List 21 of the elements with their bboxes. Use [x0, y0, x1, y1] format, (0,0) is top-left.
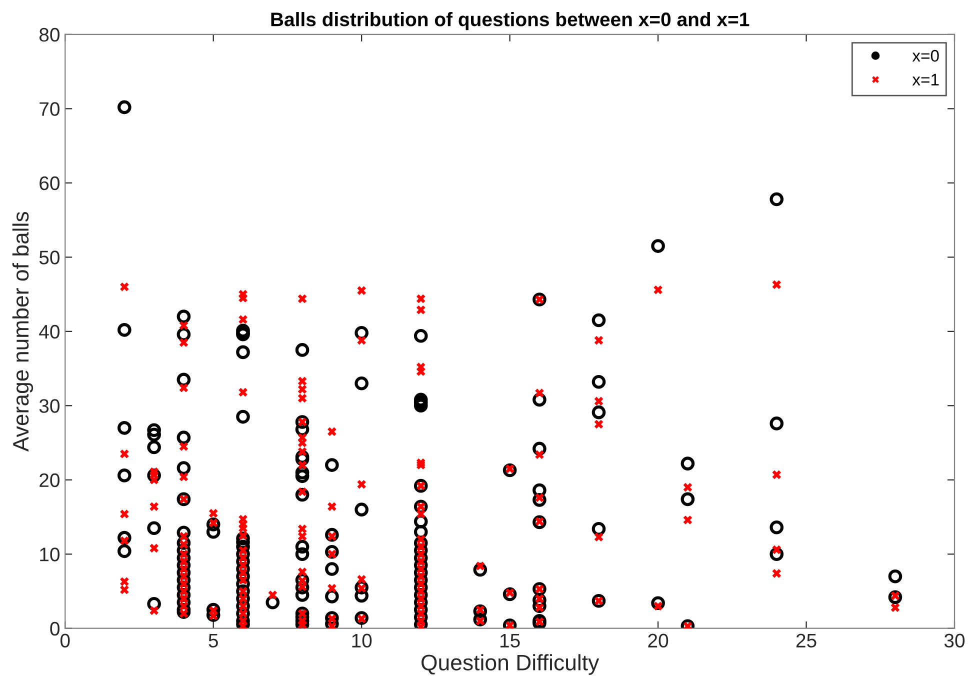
legend-label: x=1 [912, 74, 939, 86]
y-axis-title: Average number of balls [12, 212, 34, 452]
y-tick-label: 10 [40, 548, 60, 562]
x-tick-label: 25 [796, 634, 816, 648]
y-tick-label: 30 [39, 399, 60, 413]
y-tick-label: 50 [39, 250, 60, 264]
x-tick-label: 15 [500, 634, 520, 648]
x-tick-label: 0 [60, 634, 70, 648]
chart-title: Balls distribution of questions between x=0 and x=1 [271, 12, 750, 30]
y-tick-label: 70 [40, 102, 60, 116]
x-axis-title: Question Difficulty [422, 654, 600, 675]
x-tick-label: 30 [944, 634, 965, 648]
y-tick-label: 40 [39, 324, 60, 339]
x-tick-label: 10 [352, 634, 372, 648]
y-tick-label: 20 [40, 473, 60, 488]
y-tick-label: 0 [50, 622, 60, 636]
x-tick-label: 20 [648, 634, 668, 648]
y-tick-label: 80 [39, 28, 60, 42]
y-tick-label: 60 [40, 176, 60, 190]
legend-label: x=0 [912, 50, 939, 62]
x-tick-label: 5 [208, 634, 218, 648]
